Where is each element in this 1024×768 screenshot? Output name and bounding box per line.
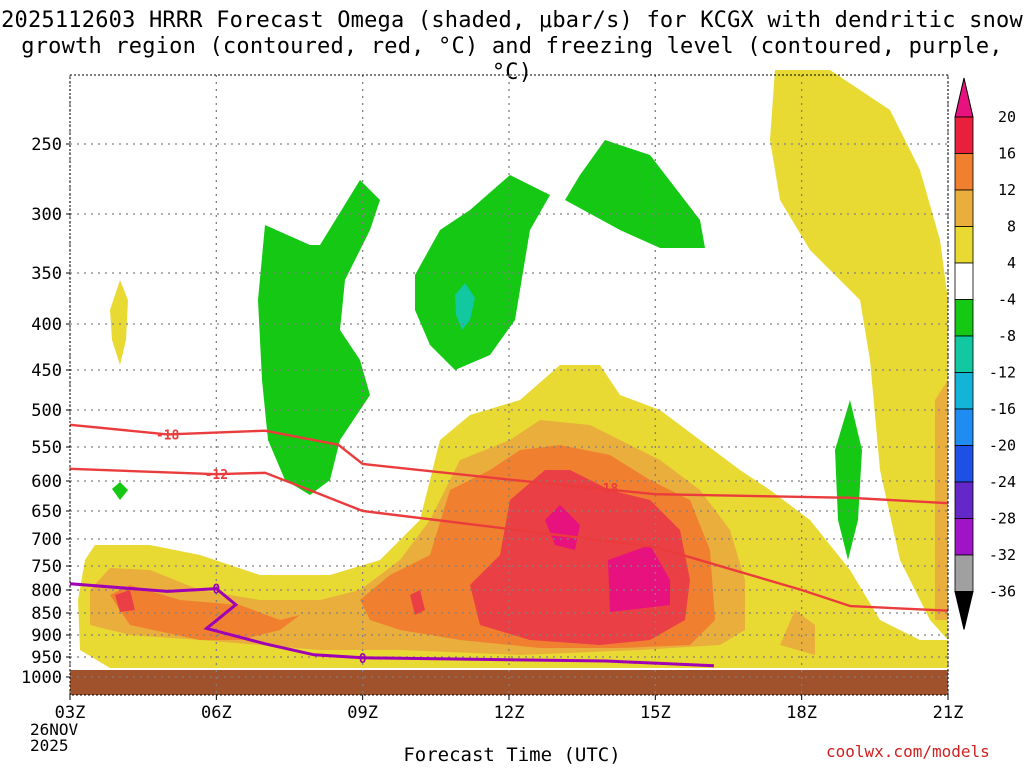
colorbar-label: 4	[1007, 254, 1016, 272]
date-line1: 26NOV	[30, 720, 79, 739]
contour-label: -12	[205, 468, 228, 483]
init-date: 26NOV 2025	[30, 722, 78, 754]
x-tick-label: 21Z	[933, 703, 964, 723]
y-tick-label: 750	[31, 557, 62, 577]
omega-green-d	[835, 400, 862, 560]
colorbar-swatch	[954, 445, 974, 483]
colorbar-label: -36	[989, 583, 1016, 601]
contour-line	[69, 582, 714, 668]
colorbar-label: -16	[989, 400, 1016, 418]
y-tick-label: 350	[31, 264, 62, 284]
colorbar-swatch	[954, 335, 974, 373]
colorbar-label: 8	[1007, 218, 1016, 236]
contour-line	[69, 467, 949, 612]
colorbar-label: 12	[998, 181, 1016, 199]
y-tick-label: 650	[31, 502, 62, 522]
colorbar-label: -32	[989, 546, 1016, 564]
omega-green-b	[415, 175, 550, 370]
y-tick-label: 1000	[21, 668, 62, 688]
colorbar-label: -24	[989, 473, 1016, 491]
colorbar-label: 20	[998, 108, 1016, 126]
omega-teal	[455, 283, 475, 330]
x-tick-label: 18Z	[786, 703, 817, 723]
omega-green-e	[112, 482, 128, 500]
x-tick-label: 12Z	[494, 703, 525, 723]
y-tick-label: 400	[31, 315, 62, 335]
omega-green-a	[258, 180, 380, 495]
colorbar-swatch	[954, 372, 974, 410]
colorbar-label: -20	[989, 437, 1016, 455]
omega-yellow-right-edge	[780, 380, 948, 655]
omega-green-c	[565, 140, 705, 248]
y-tick-label: 700	[31, 530, 62, 550]
y-tick-label: 800	[31, 581, 62, 601]
credit-link[interactable]: coolwx.com/models	[826, 742, 990, 761]
omega-magenta	[545, 505, 670, 612]
omega-red	[115, 470, 690, 645]
contour-label: -18	[595, 482, 619, 497]
colorbar-bottom-arrow	[954, 591, 974, 630]
y-tick-label: 450	[31, 361, 62, 381]
date-line2: 2025	[30, 736, 69, 755]
colorbar-swatch	[954, 518, 974, 556]
colorbar-swatch	[954, 153, 974, 191]
omega-yellow-left	[110, 280, 128, 365]
colorbar-swatch	[954, 262, 974, 300]
x-tick-label: 15Z	[640, 703, 671, 723]
x-axis-label: Forecast Time (UTC)	[403, 744, 621, 766]
colorbar-label: 16	[998, 145, 1016, 163]
colorbar-swatch	[954, 554, 974, 592]
y-tick-label: 900	[31, 626, 62, 646]
x-tick-label: 06Z	[201, 703, 232, 723]
contours: -18 -18 -12 0 0	[69, 423, 949, 668]
y-tick-label: 600	[31, 472, 62, 492]
contour-label: -18	[156, 428, 180, 443]
chart-title-line1: 2025112603 HRRR Forecast Omega (shaded, …	[1, 8, 1023, 33]
colorbar-swatch	[954, 116, 974, 154]
contour-label: 0	[359, 652, 367, 667]
contour-label: 0	[212, 583, 220, 598]
colorbar-label: -28	[989, 510, 1016, 528]
colorbar-swatch	[954, 189, 974, 227]
plot-area	[70, 70, 948, 695]
y-tick-label: 300	[31, 205, 62, 225]
x-tick-label: 03Z	[55, 703, 86, 723]
y-tick-label: 250	[31, 135, 62, 155]
colorbar-swatch	[954, 226, 974, 264]
axes: 2503003504004505005506006507007508008509…	[21, 74, 964, 723]
colorbar-swatch	[954, 481, 974, 519]
colorbar-label: -8	[998, 327, 1016, 345]
colorbar-label: -4	[998, 291, 1016, 309]
x-tick-label: 09Z	[347, 703, 378, 723]
colorbar-top-arrow	[954, 77, 974, 118]
colorbar-swatch	[954, 408, 974, 446]
colorbar-label: -12	[989, 364, 1016, 382]
y-tick-label: 550	[31, 438, 62, 458]
colorbar-swatch	[954, 299, 974, 337]
y-tick-label: 950	[31, 648, 62, 668]
chart-title-line2: growth region (contoured, red, °C) and f…	[21, 34, 1003, 85]
y-tick-label: 500	[31, 401, 62, 421]
colorbar: 20 16 12 8 4 -4 -8 -12 -16 -20 -24 -28 -32 -36	[954, 77, 1016, 630]
omega-yellow-upper	[770, 70, 948, 640]
contour-line	[69, 423, 949, 505]
y-tick-label: 850	[31, 604, 62, 624]
ground-fill	[70, 670, 948, 695]
